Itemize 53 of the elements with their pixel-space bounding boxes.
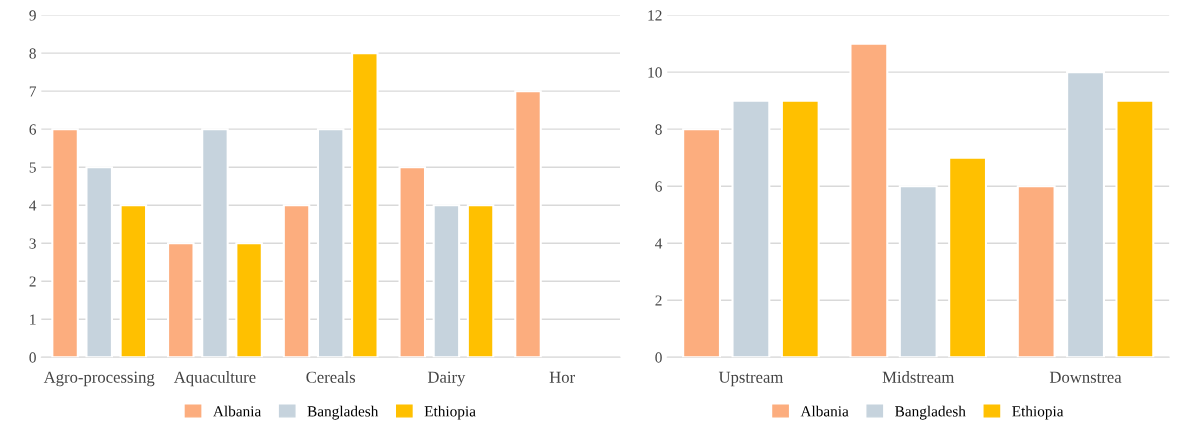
bar [167,242,195,358]
bar [398,166,427,358]
bar [849,42,889,358]
bar [466,204,495,358]
bar [351,52,379,358]
x-tick-label: Agro-processing [43,371,155,387]
y-tick-label: 7 [29,86,37,97]
y-tick-label: 8 [29,48,36,59]
bar [1066,71,1105,358]
y-tick-label: 1 [30,314,36,325]
y-tick-label: 6 [29,124,37,135]
legend-label: Albania [213,405,262,417]
bar [1115,99,1155,358]
x-tick-label: Aquaculture [173,371,256,387]
bar [1016,185,1056,358]
bar [432,204,461,358]
legend-label: Ethiopia [1012,405,1064,420]
y-tick-label: 6 [655,181,662,192]
legend-label: Bangladesh [895,405,966,420]
y-tick-label: 8 [655,124,662,135]
y-tick-label: 2 [655,295,662,306]
y-tick-label: 0 [29,352,36,363]
bar [51,128,79,358]
y-tick-label: 9 [29,10,36,21]
bar [201,128,229,358]
bar [514,90,542,358]
y-tick-label: 2 [29,276,36,287]
x-tick-label: Hor [549,371,575,383]
legend-label: Albania [800,405,849,417]
bar [85,166,113,358]
x-tick-label: Cereals [306,371,356,383]
y-tick-label: 3 [29,238,36,249]
legend-label: Ethiopia [424,405,476,420]
x-tick-label: Dairy [427,371,466,387]
bar [316,128,345,358]
bar [235,242,263,358]
y-tick-label: 10 [648,67,662,78]
bar [119,204,148,358]
y-tick-label: 4 [655,238,663,249]
bar [780,99,820,358]
bar [731,99,771,358]
y-tick-label: 12 [648,10,662,21]
x-tick-label: Midstream [882,371,955,383]
bar [282,204,311,358]
y-tick-label: 5 [29,162,36,173]
x-tick-label: Downstrea [1049,371,1122,383]
x-tick-label: Upstream [718,371,784,387]
legend-label: Bangladesh [307,405,379,420]
bar [682,128,722,358]
y-tick-label: 0 [655,352,662,363]
y-tick-label: 4 [29,200,37,211]
bar [948,156,988,358]
bar [898,185,938,358]
